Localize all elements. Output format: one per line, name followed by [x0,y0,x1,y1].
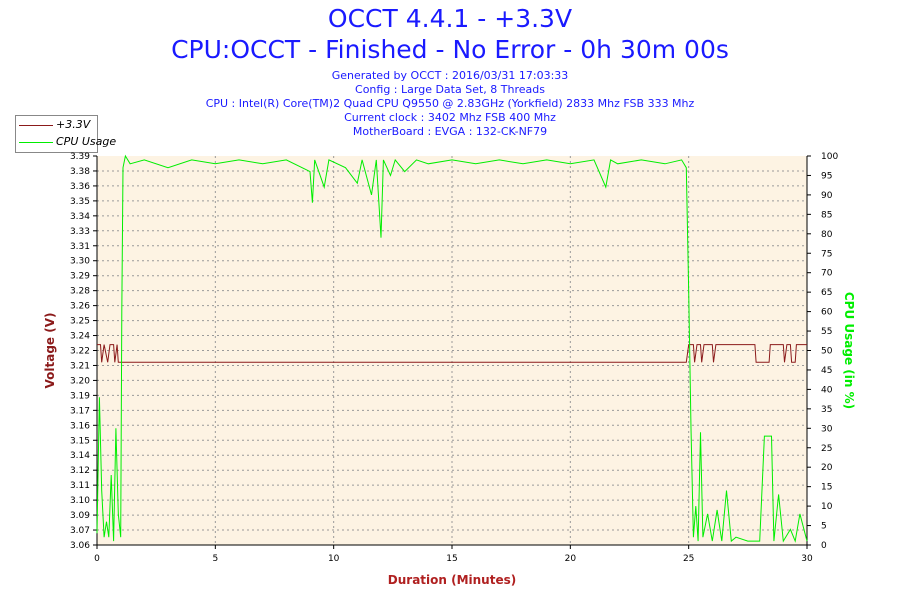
y-left-tick-label: 3.21 [70,361,90,371]
y-left-tick-label: 3.31 [70,242,90,252]
y-right-tick-label: 0 [821,541,827,551]
y-right-tick-label: 60 [821,308,833,318]
info-cpu: CPU : Intel(R) Core(TM)2 Quad CPU Q9550 … [205,97,695,110]
y-left-tick-label: 3.11 [70,481,90,491]
y-left-tick-label: 3.12 [70,466,90,476]
y-left-tick-label: 3.25 [70,317,90,327]
legend-item-cpu-usage: CPU Usage [16,134,116,150]
y-right-axis-title: CPU Usage (in %) [842,292,856,409]
y-left-tick-label: 3.24 [70,332,90,342]
x-tick-label: 25 [683,554,694,564]
y-right-tick-label: 55 [821,327,832,337]
y-right-tick-label: 100 [821,152,838,162]
y-right-tick-label: 85 [821,210,832,220]
info-config: Config : Large Data Set, 8 Threads [355,83,545,96]
y-left-axis-title: Voltage (V) [43,313,57,389]
y-left-tick-label: 3.15 [70,436,90,446]
chart-title: OCCT 4.4.1 - +3.3V [327,4,573,33]
y-left-tick-label: 3.09 [70,511,90,521]
y-right-tick-label: 80 [821,230,833,240]
y-left-tick-label: 3.34 [70,212,90,222]
chart-subtitle: CPU:OCCT - Finished - No Error - 0h 30m … [171,35,729,64]
y-left-tick-label: 3.07 [70,526,90,536]
y-left-tick-label: 3.36 [70,182,90,192]
y-right-tick-label: 20 [821,463,833,473]
chart-legend: +3.3V CPU Usage [15,115,116,153]
x-tick-label: 5 [212,554,218,564]
y-left-tick-label: 3.17 [70,406,90,416]
y-left-tick-label: 3.22 [70,347,90,357]
y-left-tick-label: 3.20 [70,376,90,386]
y-right-tick-label: 75 [821,249,832,259]
x-tick-label: 20 [565,554,577,564]
y-left-tick-label: 3.35 [70,197,90,207]
y-right-tick-label: 25 [821,444,832,454]
info-clock: Current clock : 3402 Mhz FSB 400 Mhz [344,111,556,124]
y-left-tick-label: 3.06 [70,541,90,551]
info-generated: Generated by OCCT : 2016/03/31 17:03:33 [331,69,569,82]
y-left-tick-label: 3.39 [70,152,90,162]
y-left-tick-label: 3.33 [70,227,90,237]
y-right-tick-label: 95 [821,171,832,181]
y-right-tick-label: 35 [821,405,832,415]
legend-swatch-cpu-usage [19,142,53,143]
y-right-tick-label: 15 [821,483,832,493]
y-left-tick-label: 3.38 [70,167,90,177]
y-right-tick-label: 5 [821,522,827,532]
y-left-tick-label: 3.30 [70,257,90,267]
y-right-tick-label: 50 [821,347,833,357]
y-left-tick-label: 3.26 [70,302,90,312]
y-right-tick-label: 70 [821,269,833,279]
series-line-voltage [97,344,807,363]
info-motherboard: MotherBoard : EVGA : 132-CK-NF79 [352,125,548,138]
y-right-tick-label: 30 [821,424,833,434]
y-left-tick-label: 3.19 [70,391,90,401]
y-left-tick-label: 3.29 [70,272,90,282]
y-right-tick-label: 90 [821,191,833,201]
y-left-tick-label: 3.10 [70,496,90,506]
x-axis-title: Duration (Minutes) [388,573,516,587]
x-tick-label: 0 [94,554,100,564]
x-tick-label: 10 [328,554,340,564]
y-left-tick-label: 3.16 [70,421,90,431]
y-left-tick-label: 3.28 [70,287,90,297]
y-right-tick-label: 45 [821,366,832,376]
y-right-tick-label: 40 [821,385,833,395]
x-tick-label: 15 [446,554,457,564]
legend-item-voltage: +3.3V [16,117,97,133]
y-right-tick-label: 10 [821,502,833,512]
y-right-tick-label: 65 [821,288,832,298]
legend-label-cpu-usage: CPU Usage [56,135,117,148]
series-line-cpu-usage [96,154,808,543]
x-tick-label: 30 [801,554,813,564]
legend-swatch-voltage [19,125,53,126]
y-left-tick-label: 3.14 [70,451,90,461]
legend-label-voltage: +3.3V [56,118,91,131]
